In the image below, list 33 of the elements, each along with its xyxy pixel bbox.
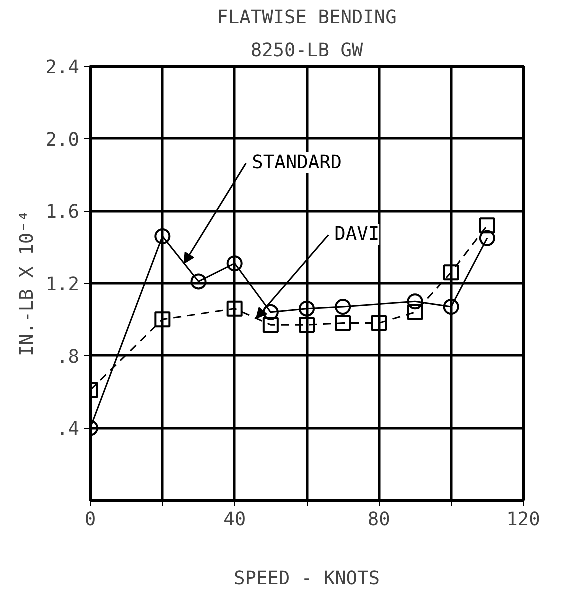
y-axis-title: IN.-LB X 10⁻⁴ <box>16 210 38 357</box>
y-tick-label: 2.4 <box>46 58 80 78</box>
y-tick-label: .8 <box>57 346 80 368</box>
point <box>154 228 171 244</box>
point <box>299 300 315 317</box>
point <box>226 256 243 272</box>
x-tick-label: 120 <box>506 510 540 530</box>
text: STANDARD <box>252 152 342 174</box>
point <box>479 218 496 234</box>
x-tick-label: 80 <box>368 510 390 530</box>
point <box>479 230 496 246</box>
point <box>226 300 243 317</box>
point <box>407 294 424 310</box>
text: DAVI <box>334 224 380 246</box>
point <box>335 315 352 332</box>
x-tick-label: 0 <box>84 510 96 530</box>
point <box>443 264 460 281</box>
x-tick-label: 40 <box>224 510 246 530</box>
y-tick-label: 1.6 <box>46 202 80 224</box>
point <box>335 299 352 315</box>
point <box>407 304 424 320</box>
y-tick-label: 1.2 <box>46 274 80 296</box>
y-tick-label: .4 <box>57 419 80 440</box>
point <box>262 317 279 334</box>
point <box>371 315 388 332</box>
y-tick-label: 2.0 <box>46 130 80 151</box>
point <box>299 317 315 334</box>
point <box>154 312 171 328</box>
point <box>443 299 460 315</box>
x-axis-title: SPEED - KNOTS <box>234 568 380 590</box>
point <box>190 274 207 290</box>
chart-title: FLATWISE BENDING <box>217 8 397 28</box>
chart-subtitle: 8250-LB GW <box>250 40 364 62</box>
